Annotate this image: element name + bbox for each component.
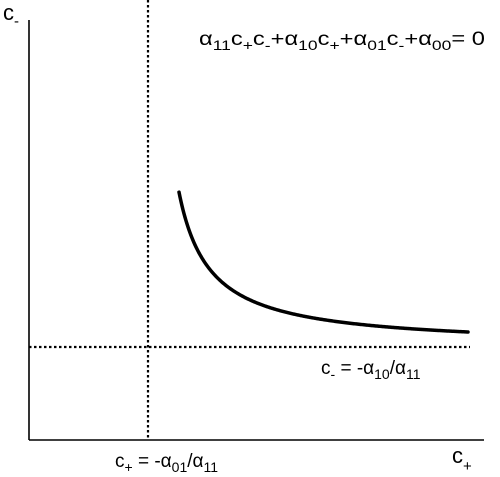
curve-equation: α 11 c + c -+ α 10 c + + α 01 c -+ α 00 = 0: [199, 29, 485, 53]
vertical-asymptote-label: c+ = -α01/α11: [115, 451, 218, 475]
x-axis-label: c+: [452, 443, 472, 475]
y-axis-label: c-: [3, 0, 19, 30]
hyperbola-curve: [177, 190, 470, 334]
horizontal-asymptote-label: c- = -α10/α11: [321, 358, 421, 382]
